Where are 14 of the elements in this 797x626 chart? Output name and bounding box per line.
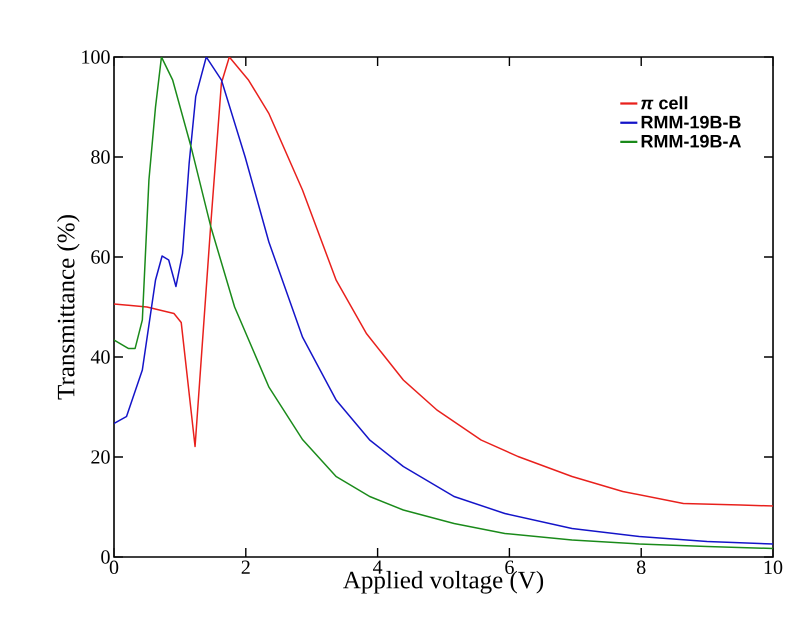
y-tick-label: 60 (91, 250, 110, 264)
y-tick-label: 20 (91, 450, 110, 464)
legend-label: RMM-19B-B (642, 116, 741, 128)
y-tick-label: 80 (91, 150, 110, 164)
x-tick-label: 10 (764, 560, 782, 574)
legend-label: RMM-19B-A (642, 134, 741, 148)
x-tick-label: 0 (110, 560, 118, 574)
legend-label: π cell (641, 96, 688, 110)
y-tick-label: 0 (101, 550, 110, 564)
y-tick-label: 100 (82, 50, 110, 64)
x-tick-label: 2 (242, 560, 250, 574)
y-tick-label: 40 (90, 350, 110, 364)
y-axis-title: Transmittance (%) (56, 215, 80, 400)
x-tick-label: 8 (636, 560, 646, 574)
